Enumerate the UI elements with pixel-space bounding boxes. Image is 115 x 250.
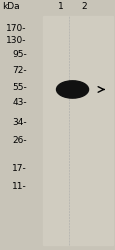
- Text: 170-: 170-: [6, 24, 27, 33]
- Text: 17-: 17-: [12, 164, 27, 173]
- Text: 43-: 43-: [12, 98, 27, 107]
- Text: 26-: 26-: [12, 136, 27, 145]
- Text: 34-: 34-: [12, 118, 27, 127]
- Text: 11-: 11-: [12, 182, 27, 191]
- Text: 95-: 95-: [12, 50, 27, 59]
- Ellipse shape: [56, 81, 88, 98]
- Text: kDa: kDa: [2, 2, 19, 11]
- Text: 72-: 72-: [12, 66, 27, 75]
- Text: 2: 2: [80, 2, 86, 11]
- Text: 55-: 55-: [12, 83, 27, 92]
- Bar: [42, 16, 112, 245]
- Text: 1: 1: [58, 2, 63, 11]
- Text: 130-: 130-: [6, 36, 27, 45]
